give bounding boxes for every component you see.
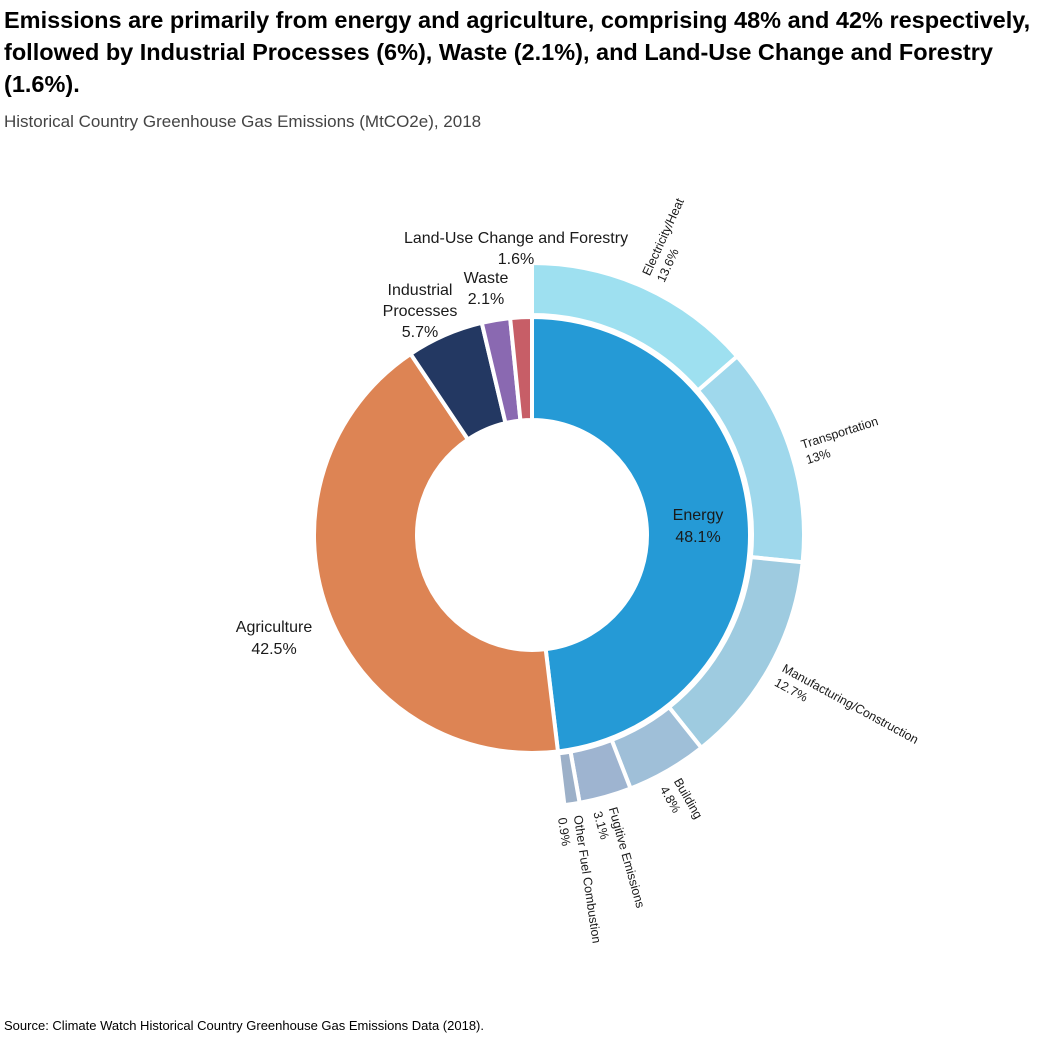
label-industrial-processes: Industrial Processes 5.7% bbox=[383, 282, 458, 341]
label-land-use: Land-Use Change and Forestry 1.6% bbox=[404, 230, 628, 268]
slice-other-fuel-combustion bbox=[555, 749, 582, 808]
label-electricity-heat: Electricity/Heat13.6% bbox=[640, 196, 702, 285]
label-transportation: Transportation13% bbox=[799, 414, 885, 467]
label-energy-line: 48.1% bbox=[675, 529, 720, 546]
label-other-fuel-combustion-line: 0.9% bbox=[555, 817, 573, 847]
label-land-use-line: 1.6% bbox=[498, 251, 534, 268]
label-industrial-processes-line: Industrial bbox=[388, 282, 453, 299]
label-manufacturing-construction-line: Manufacturing/Construction bbox=[780, 661, 921, 747]
slice-land-use-change-and-forestry bbox=[507, 314, 534, 423]
label-energy: Energy 48.1% bbox=[673, 507, 724, 546]
label-waste: Waste 2.1% bbox=[464, 270, 509, 308]
label-energy-line: Energy bbox=[673, 507, 724, 524]
source-note: Source: Climate Watch Historical Country… bbox=[4, 1018, 484, 1033]
label-waste-line: 2.1% bbox=[468, 291, 504, 308]
label-land-use-line: Land-Use Change and Forestry bbox=[404, 230, 628, 247]
label-fugitive-emissions-line: Fugitive Emissions bbox=[606, 805, 648, 909]
chart-title: Emissions are primarily from energy and … bbox=[4, 7, 1031, 97]
label-industrial-processes-line: Processes bbox=[383, 303, 458, 320]
inner-ring bbox=[312, 314, 752, 755]
label-waste-line: Waste bbox=[464, 270, 509, 287]
label-agriculture: Agriculture 42.5% bbox=[236, 619, 313, 658]
label-fugitive-emissions: Fugitive Emissions3.1% bbox=[590, 805, 647, 913]
outer-ring bbox=[530, 260, 806, 808]
label-manufacturing-construction: Manufacturing/Construction12.7% bbox=[772, 661, 921, 761]
label-industrial-processes-line: 5.7% bbox=[402, 324, 438, 341]
slice-energy bbox=[530, 314, 752, 754]
label-building: Building4.8% bbox=[657, 776, 705, 830]
label-agriculture-line: 42.5% bbox=[251, 641, 296, 658]
label-agriculture-line: Agriculture bbox=[236, 619, 313, 636]
chart-subtitle: Historical Country Greenhouse Gas Emissi… bbox=[4, 112, 482, 131]
slice-agriculture bbox=[312, 351, 561, 755]
label-transportation-line: Transportation bbox=[799, 414, 880, 452]
